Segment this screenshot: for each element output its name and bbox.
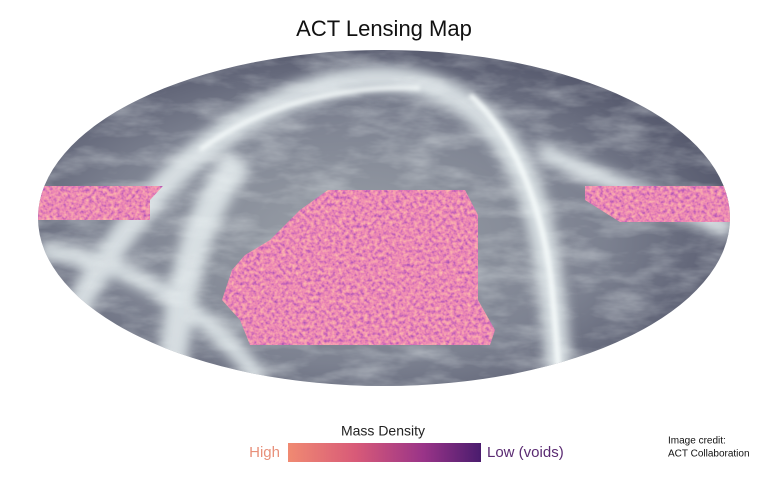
map-title: ACT Lensing Map: [296, 16, 472, 41]
colorbar-label: Mass Density: [341, 423, 425, 439]
sky-map: [38, 50, 730, 386]
colorbar-high: High: [249, 444, 280, 461]
colorbar: [288, 443, 481, 462]
credit-line: Image credit:: [668, 436, 726, 447]
credit-line: ACT Collaboration: [668, 449, 750, 460]
colorbar-low: Low (voids): [487, 444, 564, 461]
